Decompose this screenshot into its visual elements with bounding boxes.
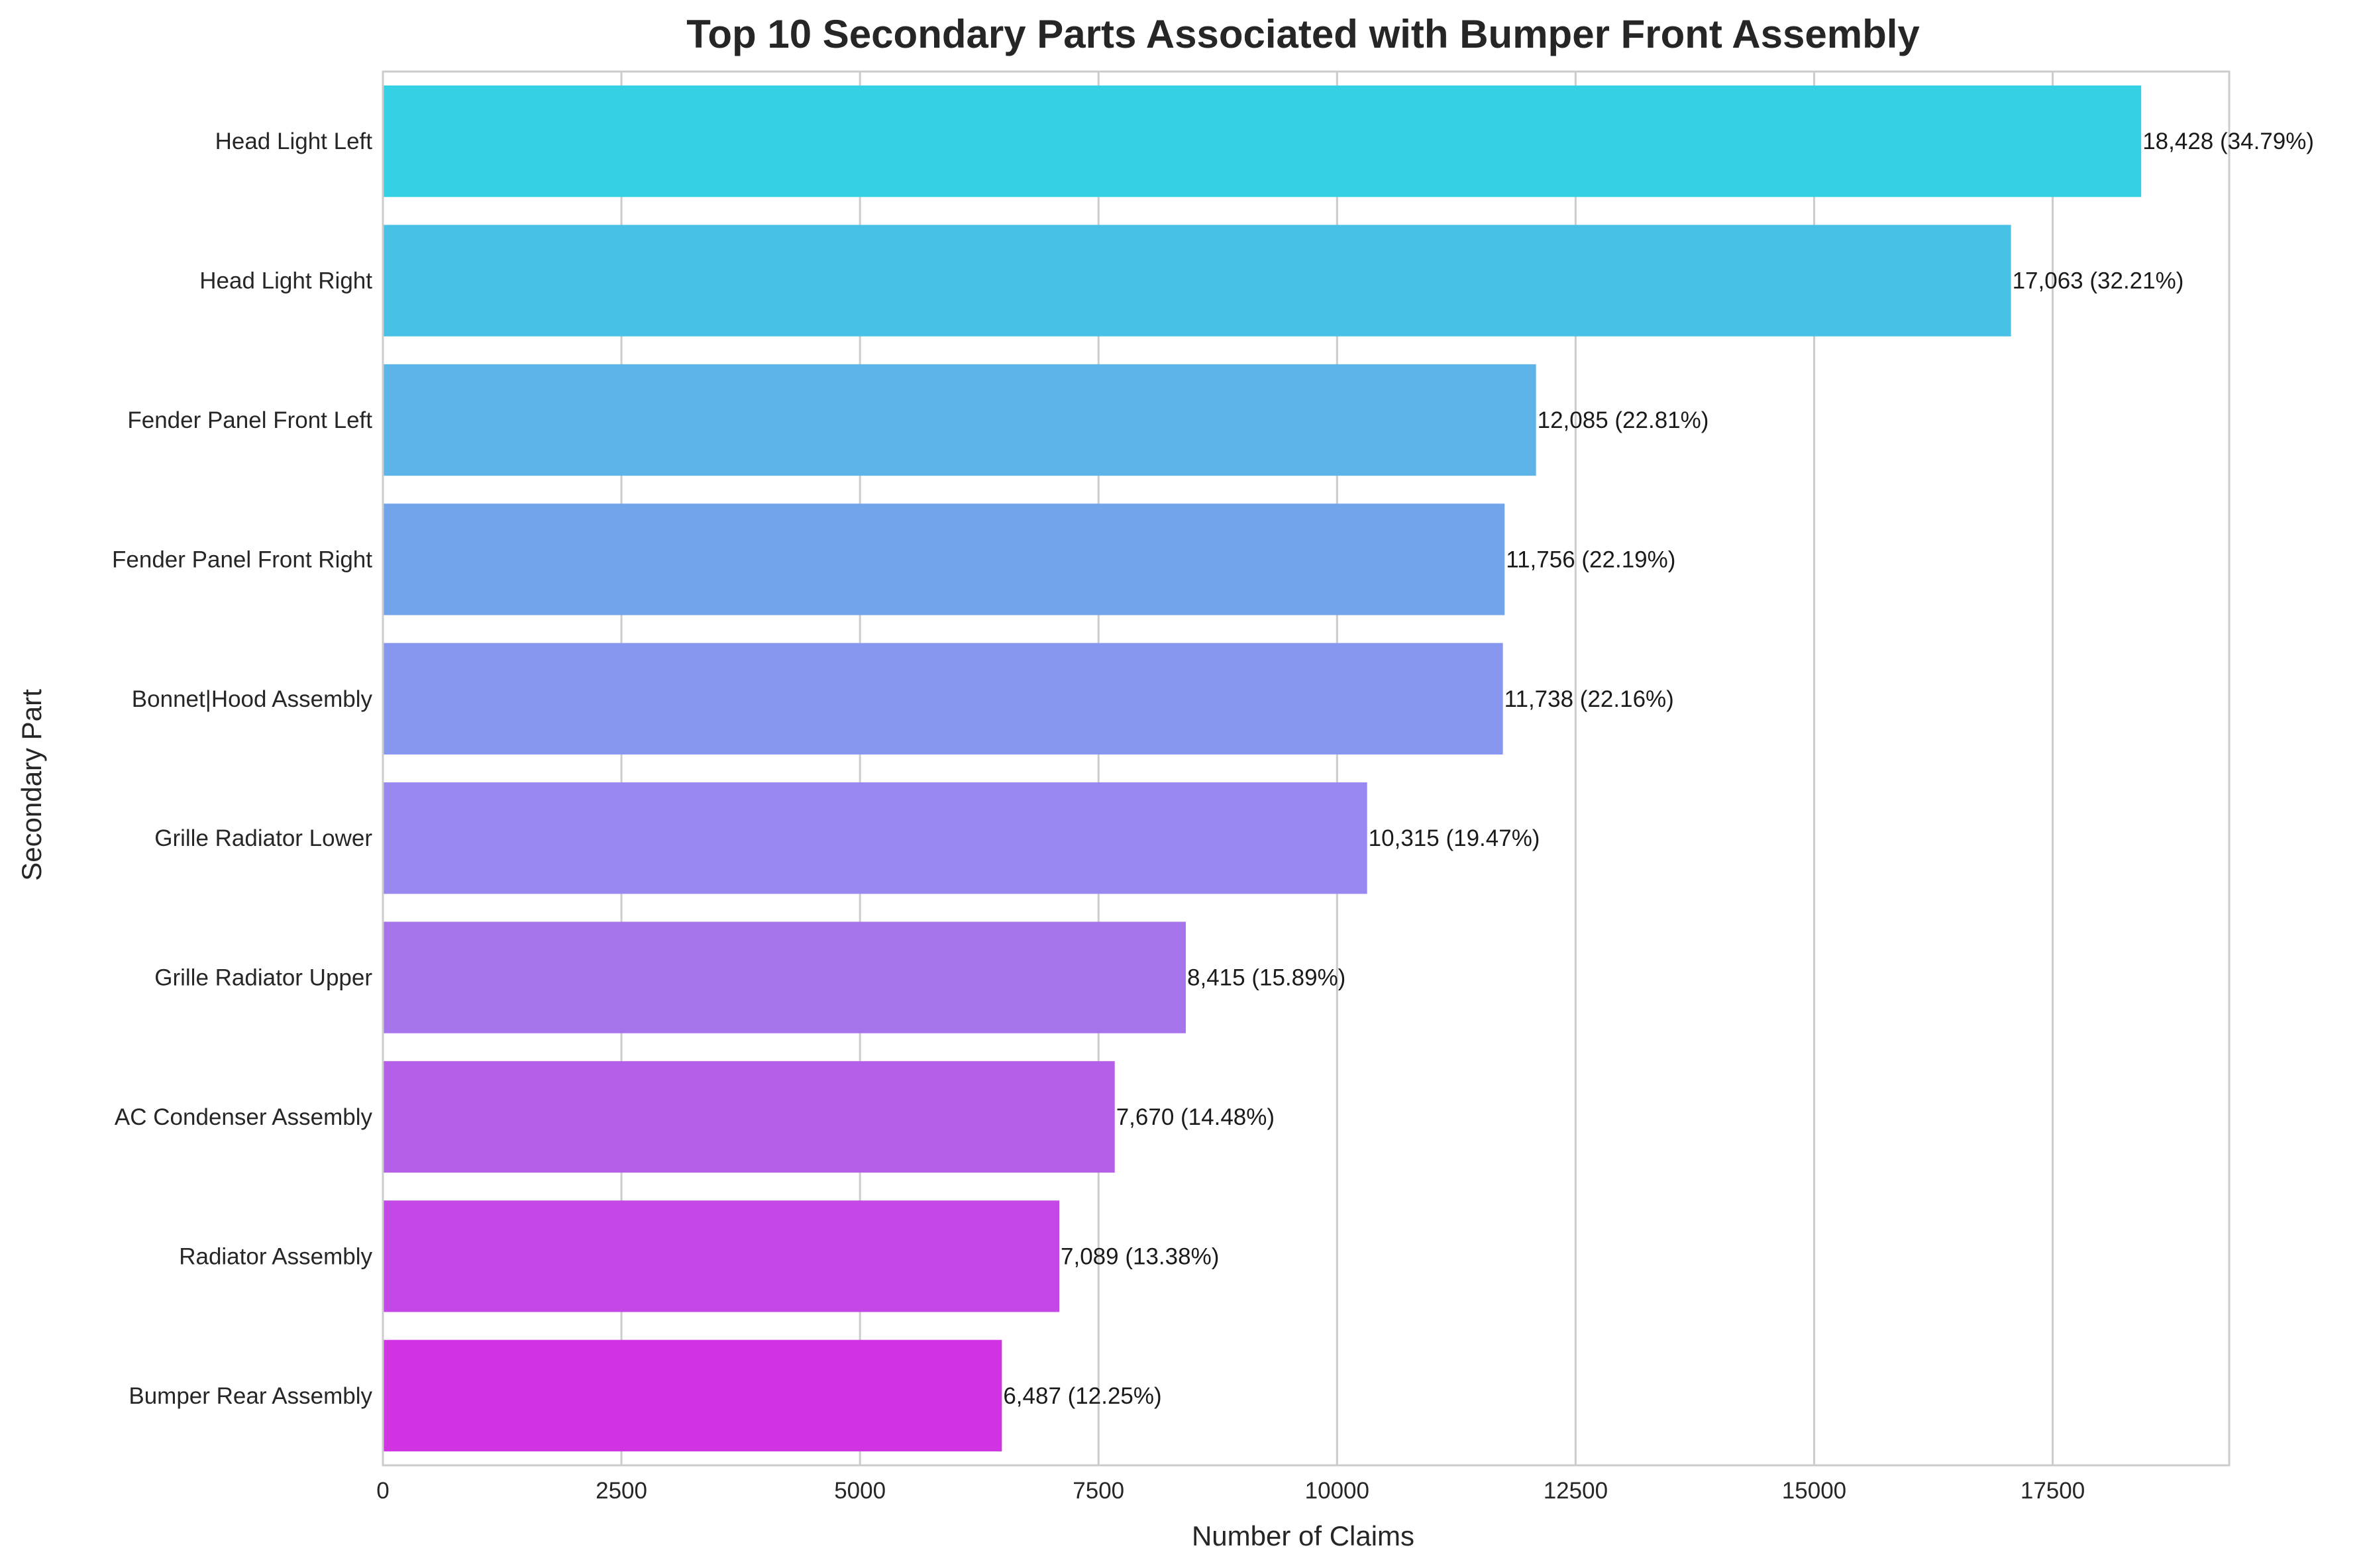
y-tick-label: Bumper Rear Assembly bbox=[129, 1383, 372, 1409]
y-tick-label: Fender Panel Front Right bbox=[112, 547, 372, 572]
chart-title: Top 10 Secondary Parts Associated with B… bbox=[686, 12, 1920, 56]
bar bbox=[383, 921, 1186, 1033]
bar bbox=[383, 364, 1536, 476]
data-label: 18,428 (34.79%) bbox=[2142, 129, 2314, 154]
bar bbox=[383, 782, 1367, 894]
data-label: 17,063 (32.21%) bbox=[2013, 268, 2184, 294]
x-tick-label: 17500 bbox=[2021, 1478, 2085, 1504]
x-tick-label: 5000 bbox=[834, 1478, 886, 1504]
y-axis-label: Secondary Part bbox=[16, 689, 47, 881]
bar bbox=[383, 225, 2011, 337]
y-tick-label: AC Condenser Assembly bbox=[115, 1104, 373, 1130]
data-label: 11,738 (22.16%) bbox=[1504, 686, 1674, 712]
bars bbox=[383, 85, 2142, 1451]
data-label: 10,315 (19.47%) bbox=[1369, 825, 1540, 851]
x-axis-label: Number of Claims bbox=[1192, 1520, 1414, 1551]
x-tick-label: 2500 bbox=[596, 1478, 647, 1504]
x-tick-label: 0 bbox=[376, 1478, 389, 1504]
data-label: 6,487 (12.25%) bbox=[1003, 1383, 1161, 1409]
data-label: 7,670 (14.48%) bbox=[1116, 1104, 1275, 1130]
x-tick-label: 7500 bbox=[1073, 1478, 1124, 1504]
bar bbox=[383, 1339, 1002, 1451]
bar bbox=[383, 1200, 1060, 1312]
x-tick-label: 15000 bbox=[1782, 1478, 1846, 1504]
bar bbox=[383, 85, 2142, 197]
plot-frame bbox=[382, 70, 2231, 1467]
y-tick-label: Radiator Assembly bbox=[179, 1243, 372, 1269]
y-tick-label: Grille Radiator Upper bbox=[154, 965, 372, 991]
bar bbox=[383, 1061, 1115, 1173]
x-tick-labels: 0 2500 5000 7500 10000 12500 15000 17500 bbox=[376, 1478, 2085, 1504]
y-tick-label: Grille Radiator Lower bbox=[154, 825, 372, 851]
bar bbox=[383, 643, 1503, 755]
data-label: 8,415 (15.89%) bbox=[1187, 965, 1345, 991]
y-tick-labels: Head Light Left Head Light Right Fender Pa… bbox=[112, 129, 372, 1409]
y-tick-label: Head Light Left bbox=[215, 129, 373, 154]
data-label: 11,756 (22.19%) bbox=[1506, 547, 1675, 572]
data-label: 7,089 (13.38%) bbox=[1061, 1243, 1219, 1269]
x-tick-label: 10000 bbox=[1305, 1478, 1369, 1504]
x-tick-label: 12500 bbox=[1544, 1478, 1608, 1504]
data-labels: 18,428 (34.79%) 17,063 (32.21%) 12,085 (22… bbox=[1003, 129, 2314, 1409]
data-label: 12,085 (22.81%) bbox=[1538, 407, 1709, 433]
y-tick-label: Head Light Right bbox=[199, 268, 372, 294]
y-tick-label: Bonnet|Hood Assembly bbox=[132, 686, 373, 712]
y-tick-label: Fender Panel Front Left bbox=[127, 407, 372, 433]
bar bbox=[383, 503, 1505, 615]
